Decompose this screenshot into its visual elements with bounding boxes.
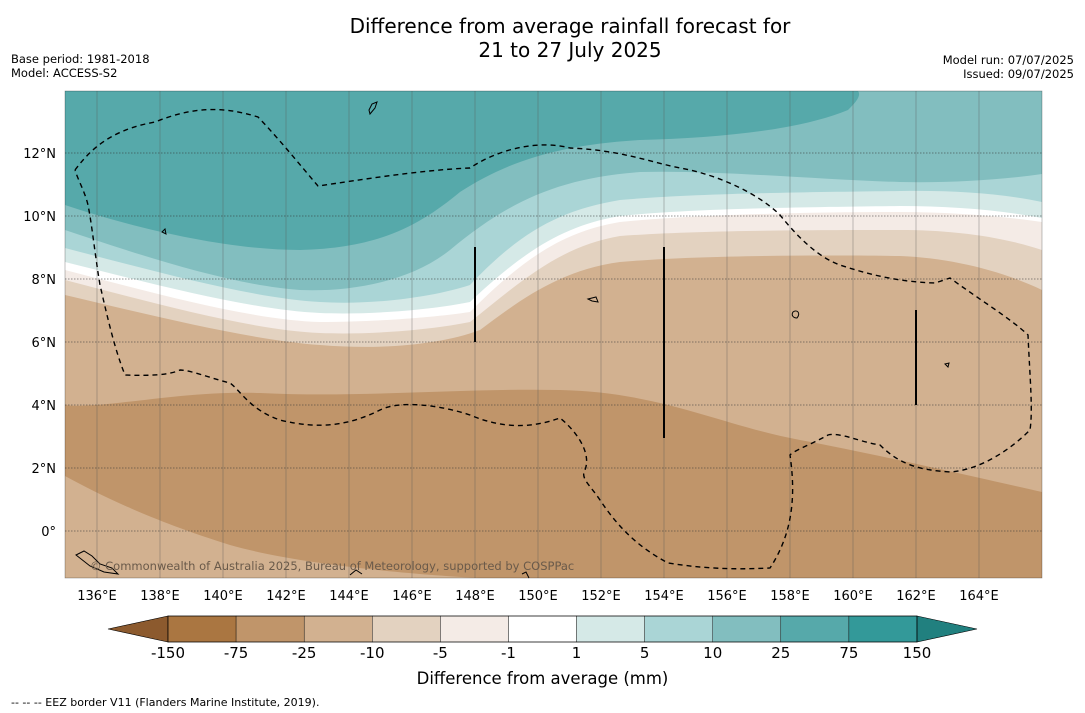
lat-label: 4°N: [32, 399, 57, 414]
colorbar-tick-label: 10: [703, 644, 723, 662]
title-line-1: Difference from average rainfall forecas…: [349, 14, 791, 38]
lat-label: 0°: [41, 525, 56, 540]
island-outline: [791, 310, 800, 319]
lon-label: 146°E: [392, 589, 432, 604]
longitude-gridlines: [96, 91, 980, 578]
colorbar-cell: [235, 615, 305, 643]
colorbar-tick-label: 5: [639, 644, 650, 662]
colorbar-tick-label: 1: [571, 644, 582, 662]
colorbar-tick-label: -25: [291, 644, 317, 662]
eez-footnote: -- -- -- EEZ border V11 (Flanders Marine…: [11, 696, 320, 709]
lat-label: 10°N: [23, 210, 56, 225]
coastline-outline: [521, 571, 530, 579]
lon-label: 158°E: [770, 589, 810, 604]
colorbar-cell: [712, 615, 782, 643]
island-outline: [368, 101, 378, 116]
lat-label: 6°N: [32, 336, 57, 351]
colorbar-low-extend: [107, 615, 169, 643]
coastline-outline: [349, 569, 363, 576]
run-info: Model run: 07/07/2025 Issued: 09/07/2025: [943, 53, 1074, 81]
lon-label: 142°E: [266, 589, 306, 604]
island-outline: [161, 227, 167, 235]
colorbar-tick-label: 150: [902, 644, 932, 662]
band-plus-25: [65, 91, 860, 250]
colorbar: [107, 615, 978, 643]
coastline-outline: [75, 550, 120, 575]
colorbar-high-extend: [916, 615, 978, 643]
colorbar-cell: [848, 615, 918, 643]
colorbar-title: Difference from average (mm): [416, 669, 669, 688]
lon-label: 154°E: [644, 589, 684, 604]
colorbar-tick-label: 25: [771, 644, 791, 662]
colorbar-frame: [167, 615, 918, 643]
lat-label: 8°N: [32, 273, 57, 288]
model-run-label: Model run: 07/07/2025: [942, 53, 1074, 67]
lon-label: 162°E: [896, 589, 936, 604]
lon-label: 136°E: [77, 589, 117, 604]
map-frame: [64, 90, 1043, 579]
latitude-gridlines: [65, 152, 1042, 532]
colorbar-cell: [644, 615, 713, 643]
lon-label: 160°E: [833, 589, 873, 604]
lon-label: 152°E: [581, 589, 621, 604]
colorbar-cell: [780, 615, 850, 643]
model-label: Model: ACCESS-S2: [11, 66, 118, 80]
rainfall-anomaly-field: [65, 91, 1042, 578]
island-outline: [944, 362, 950, 368]
colorbar-tick-label: 75: [839, 644, 859, 662]
colorbar-cell: [576, 615, 645, 643]
longitude-labels: 136°E 138°E 140°E 142°E 144°E 146°E 148°…: [77, 589, 999, 604]
colorbar-tick-label: -10: [360, 644, 385, 662]
band-minus-25-south: [65, 476, 480, 578]
colorbar-cell: [440, 615, 509, 643]
lon-label: 138°E: [140, 589, 180, 604]
model-info: Base period: 1981-2018 Model: ACCESS-S2: [11, 52, 150, 80]
latitude-labels: 12°N 10°N 8°N 6°N 4°N 2°N 0°: [23, 147, 56, 540]
colorbar-cell: [167, 615, 237, 643]
colorbar-tick-label: -5: [432, 644, 448, 662]
lat-label: 12°N: [23, 147, 56, 162]
lon-label: 140°E: [203, 589, 243, 604]
boundary-segments: [474, 247, 917, 438]
colorbar-tick-label: -75: [223, 644, 249, 662]
base-period-label: Base period: 1981-2018: [11, 52, 150, 66]
copyright-text: © Commonwealth of Australia 2025, Bureau…: [90, 559, 574, 573]
lon-label: 144°E: [329, 589, 369, 604]
map-title: Difference from average rainfall forecas…: [0, 14, 1085, 62]
eez-border: [74, 108, 1032, 570]
island-outline: [586, 296, 599, 303]
colorbar-tick-label: -1: [500, 644, 516, 662]
lon-label: 148°E: [455, 589, 495, 604]
lon-label: 156°E: [707, 589, 747, 604]
colorbar-cell: [508, 615, 577, 643]
colorbar-cell: [372, 615, 441, 643]
lon-label: 164°E: [959, 589, 999, 604]
colorbar-tick-label: -150: [150, 644, 186, 662]
colorbar-cell: [303, 615, 373, 643]
issued-label: Issued: 09/07/2025: [963, 67, 1074, 81]
coastlines: [75, 101, 950, 579]
lon-label: 150°E: [518, 589, 558, 604]
title-line-2: 21 to 27 July 2025: [478, 38, 662, 62]
lat-label: 2°N: [32, 462, 57, 477]
